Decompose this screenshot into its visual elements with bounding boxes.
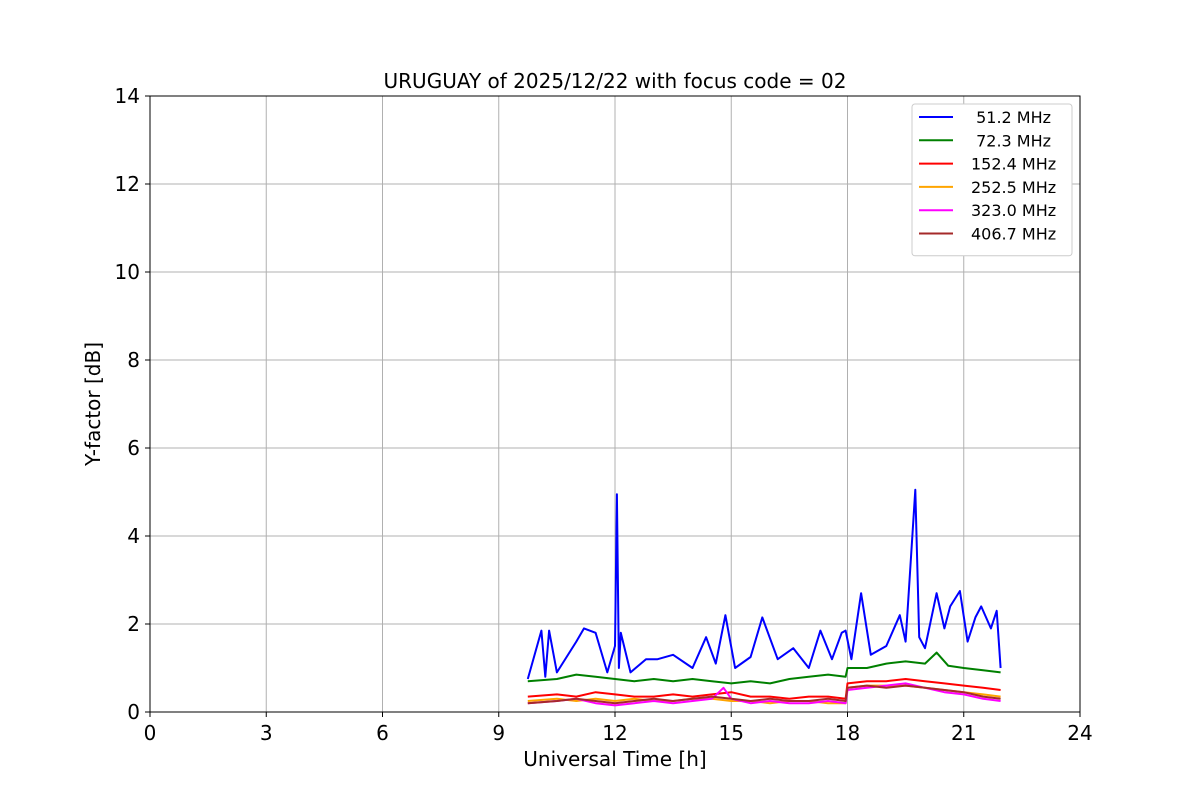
- x-tick-label: 18: [835, 721, 860, 745]
- series-line-0: [526, 488, 1002, 680]
- series-line-2: [527, 678, 1001, 700]
- legend-label-2: 152.4 MHz: [971, 155, 1056, 174]
- legend-label-3: 252.5 MHz: [971, 178, 1056, 197]
- y-tick-label: 10: [115, 260, 140, 284]
- x-tick-label: 6: [376, 721, 389, 745]
- chart-title: URUGUAY of 2025/12/22 with focus code = …: [384, 69, 847, 93]
- x-tick-label: 0: [144, 721, 157, 745]
- series-layer: [526, 488, 1002, 707]
- y-tick-label: 0: [127, 700, 140, 724]
- legend-box: [911, 103, 1073, 257]
- x-tick-label: 15: [719, 721, 744, 745]
- y-tick-label: 2: [127, 612, 140, 636]
- y-axis-title: Y-factor [dB]: [81, 342, 105, 467]
- legend-label-0: 51.2 MHz: [971, 108, 1051, 127]
- y-tick-label: 8: [127, 348, 140, 372]
- legend-label-4: 323.0 MHz: [971, 201, 1056, 220]
- legend-label-5: 406.7 MHz: [971, 225, 1056, 244]
- x-tick-label: 9: [492, 721, 505, 745]
- series-line-5: [527, 684, 1001, 705]
- y-tick-label: 4: [127, 524, 140, 548]
- x-axis-title: Universal Time [h]: [523, 747, 706, 771]
- legend: 51.2 MHz 72.3 MHz 152.4 MHz 252.5 MHz 323.0…: [911, 103, 1073, 257]
- x-tick-label: 21: [951, 721, 976, 745]
- x-tick-label: 24: [1067, 721, 1092, 745]
- y-tick-label: 6: [127, 436, 140, 460]
- legend-label-1: 72.3 MHz: [971, 131, 1051, 150]
- y-tick-label: 14: [115, 84, 140, 108]
- y-tick-label: 12: [115, 172, 140, 196]
- x-tick-label: 3: [260, 721, 273, 745]
- x-tick-label: 12: [602, 721, 627, 745]
- series-line-1: [527, 651, 1001, 685]
